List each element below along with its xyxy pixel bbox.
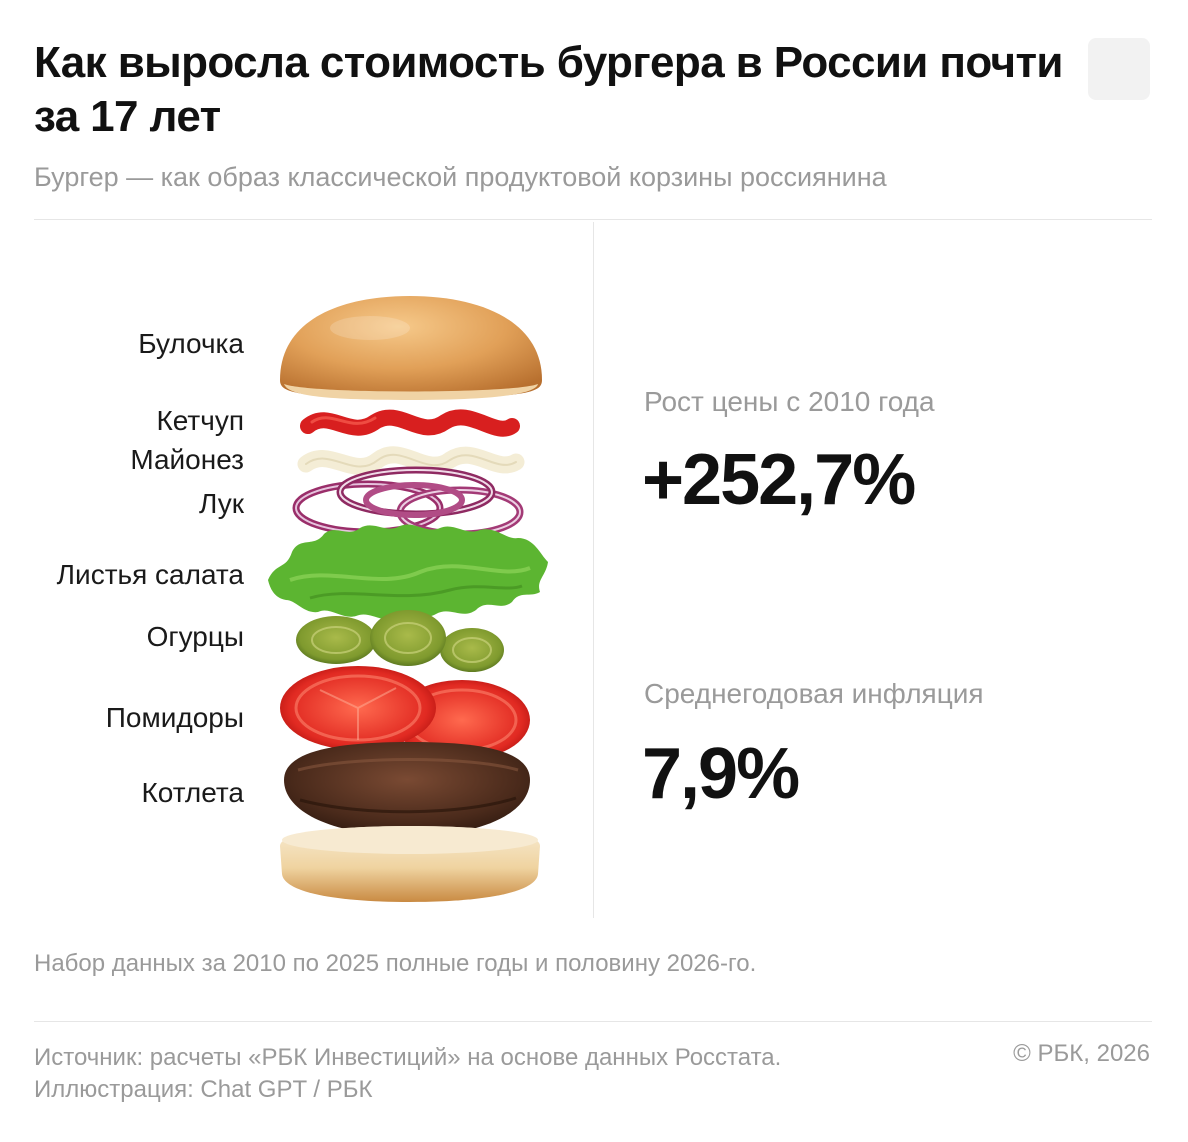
footer-divider [34, 1021, 1152, 1022]
overlay-button[interactable] [1088, 38, 1150, 100]
label-bun: Булочка [138, 328, 244, 359]
illustration-credit: Иллюстрация: Chat GPT / РБК [34, 1076, 373, 1103]
copyright: © РБК, 2026 [1013, 1040, 1150, 1067]
label-lettuce: Листья салата [56, 559, 244, 590]
label-mayonnaise: Майонез [130, 444, 244, 475]
label-patty: Котлета [141, 777, 244, 808]
bun-bottom-icon [280, 826, 540, 902]
lettuce-icon [268, 524, 548, 620]
source-line: Источник: расчеты «РБК Инвестиций» на ос… [34, 1044, 782, 1071]
mayonnaise-icon [297, 446, 525, 475]
vertical-divider [593, 222, 594, 918]
page-title: Как выросла стоимость бургера в России п… [34, 38, 1063, 141]
inflation-value: 7,9% [642, 734, 800, 814]
data-note: Набор данных за 2010 по 2025 полные годы… [34, 950, 757, 977]
page-subtitle: Бургер — как образ классической продукто… [34, 162, 887, 192]
pickles-icon [296, 610, 504, 672]
label-onion: Лук [199, 488, 244, 519]
burger-illustration [268, 296, 548, 902]
inflation-label: Среднегодовая инфляция [644, 678, 984, 709]
bun-top-icon [280, 296, 542, 400]
source-block: Источник: расчеты «РБК Инвестиций» на ос… [34, 1042, 781, 1106]
label-ketchup: Кетчуп [156, 405, 244, 436]
patty-icon [284, 742, 530, 836]
tomato-slices-icon [280, 666, 530, 760]
label-pickles: Огурцы [146, 621, 244, 652]
label-tomatoes: Помидоры [105, 702, 244, 733]
ketchup-icon [300, 409, 520, 437]
growth-value: +252,7% [642, 440, 916, 520]
growth-label: Рост цены с 2010 года [644, 386, 935, 417]
onion-rings-icon [292, 466, 524, 538]
top-divider [34, 219, 1152, 220]
